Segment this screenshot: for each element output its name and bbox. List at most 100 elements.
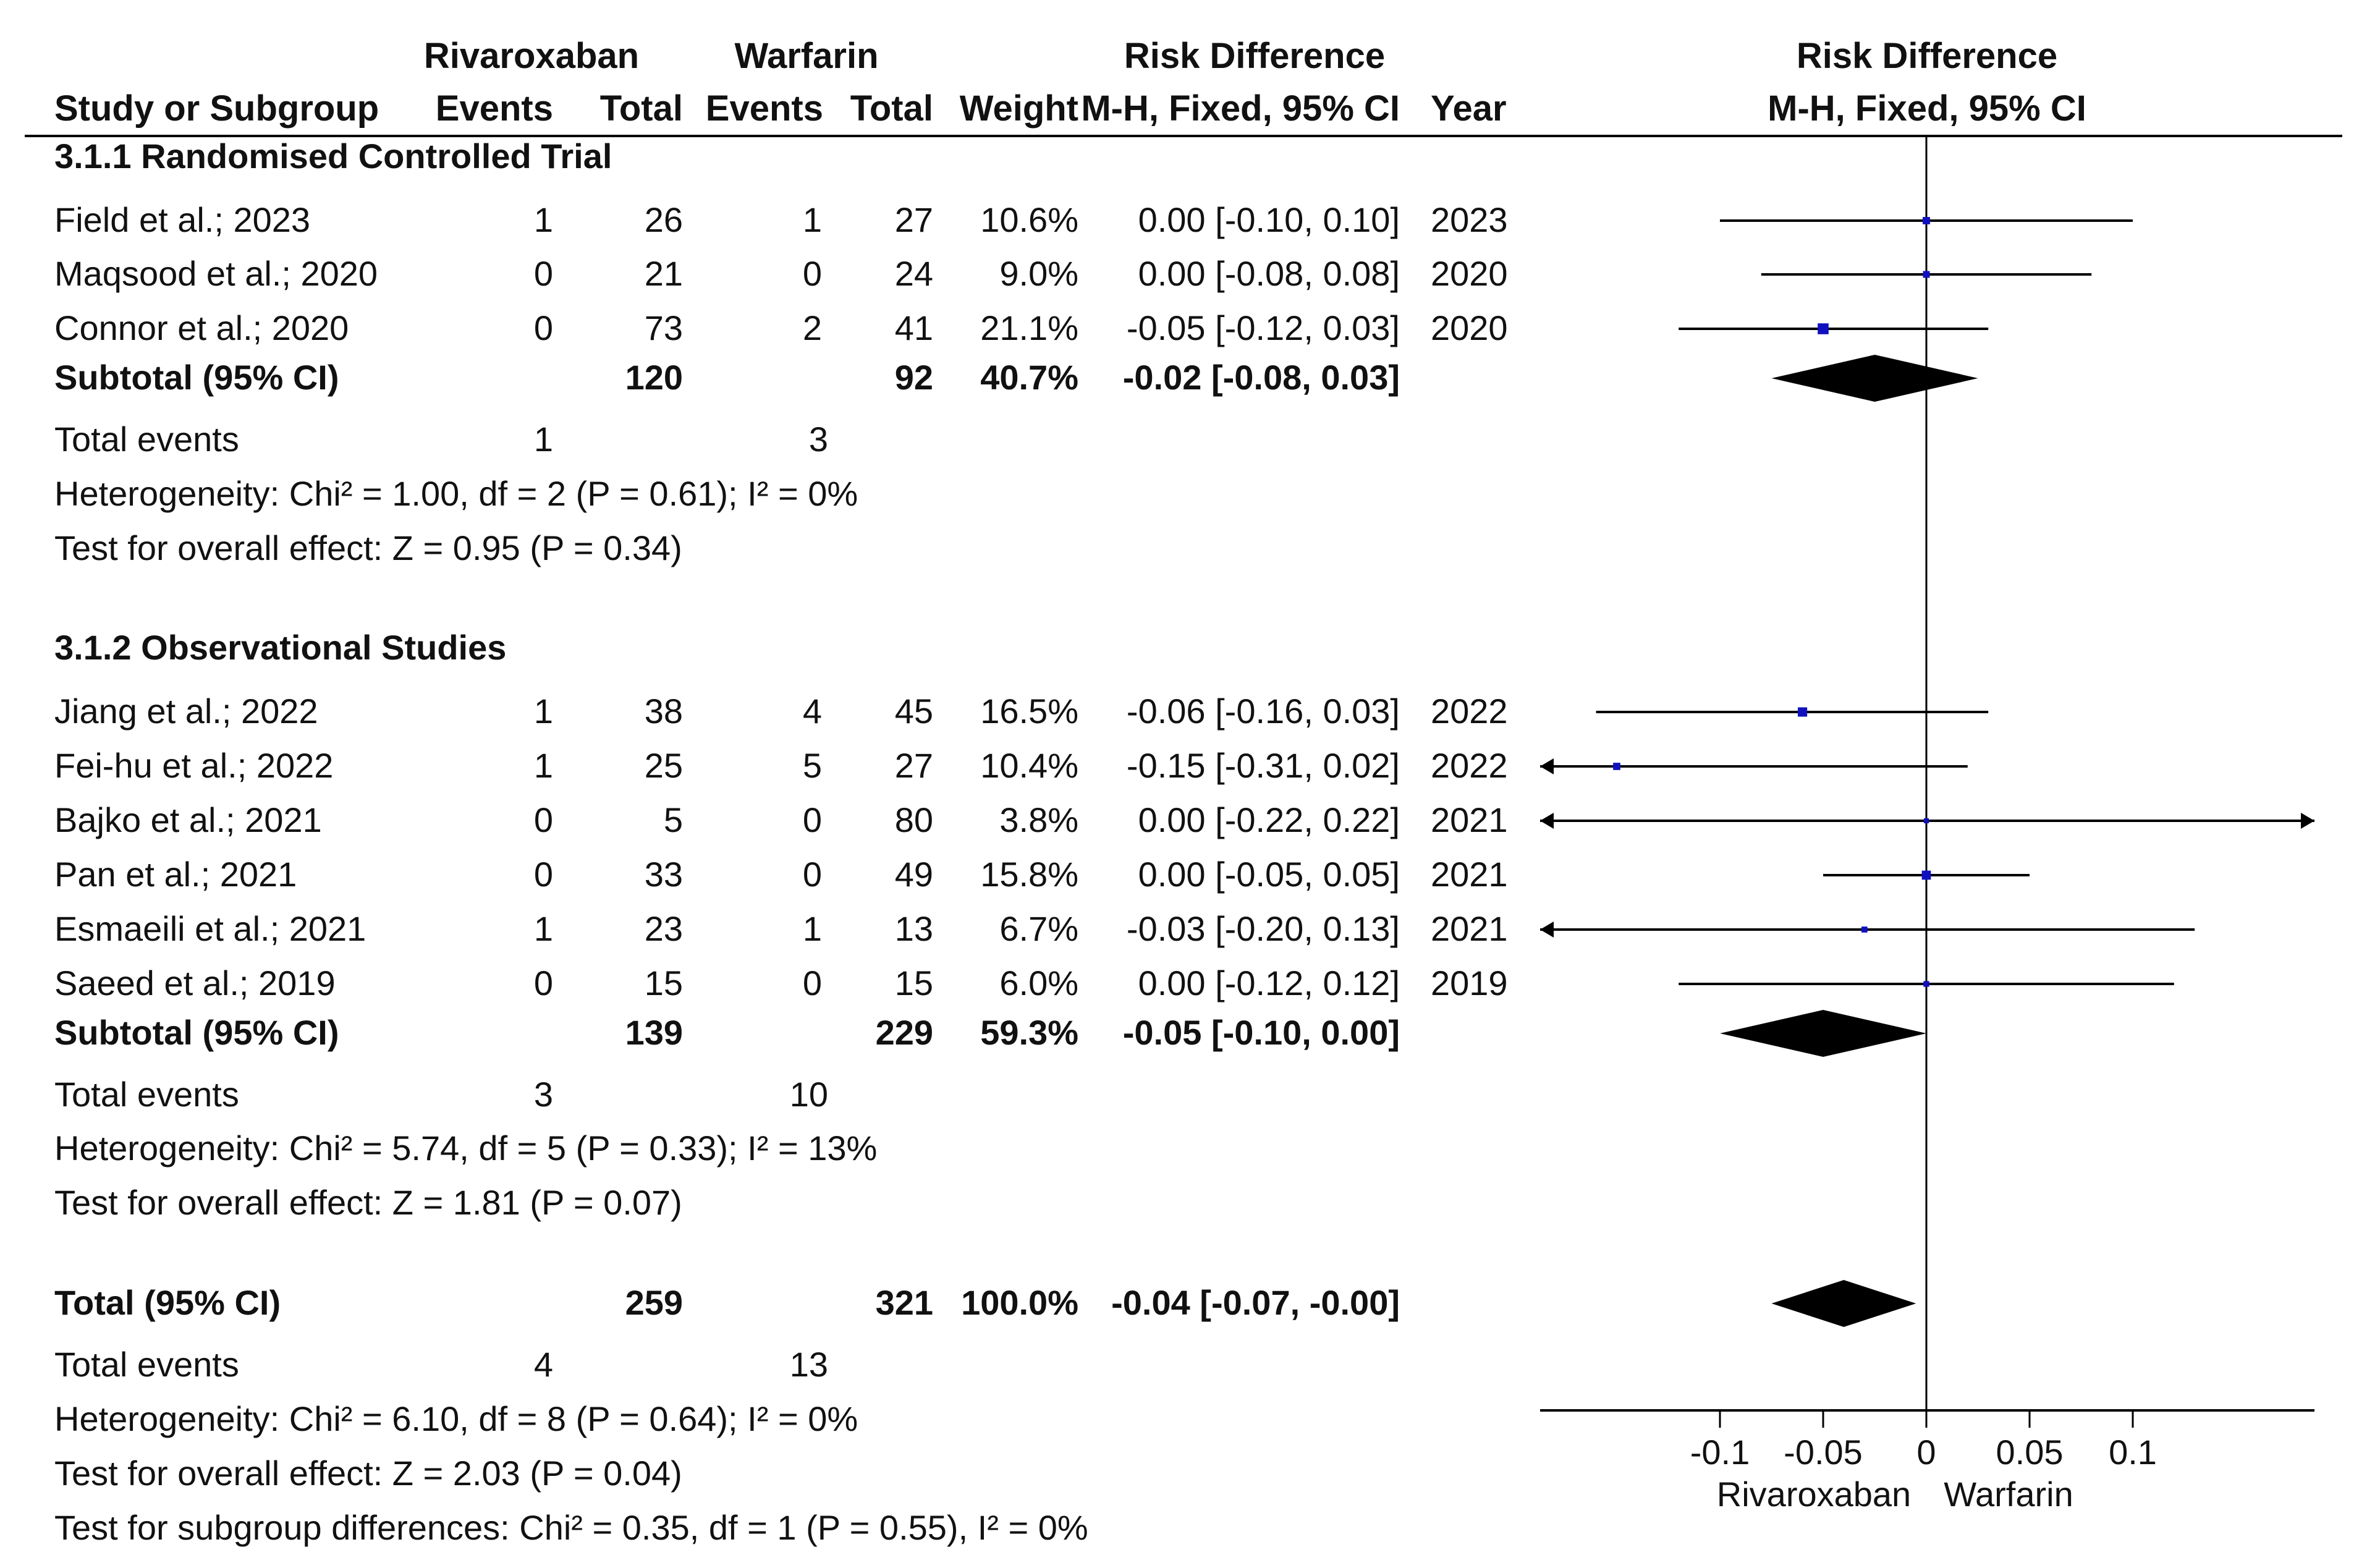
x-tick-label: 0.1 <box>2109 1433 2157 1472</box>
study-weight: 10.4% <box>980 746 1078 785</box>
overall-effect-text: Test for overall effect: Z = 0.95 (P = 0… <box>54 528 682 567</box>
total-rivaroxaban: 21 <box>645 254 683 293</box>
header-weight: Weight <box>960 88 1078 129</box>
x-tick-label: 0.05 <box>1996 1433 2064 1472</box>
ci-arrow-left <box>1540 813 1554 829</box>
heterogeneity-text: Heterogeneity: Chi² = 5.74, df = 5 (P = … <box>54 1129 877 1168</box>
heterogeneity-text: Heterogeneity: Chi² = 1.00, df = 2 (P = … <box>54 474 858 513</box>
subtotal-total-rivaroxaban: 120 <box>625 358 683 397</box>
total-events-warfarin: 3 <box>809 420 828 459</box>
x-tick-label: -0.05 <box>1784 1433 1863 1472</box>
study-ci: -0.03 [-0.20, 0.13] <box>1127 909 1400 948</box>
study-weight: 10.6% <box>980 200 1078 239</box>
total-diamond <box>1771 1280 1916 1327</box>
heterogeneity-text: Heterogeneity: Chi² = 6.10, df = 8 (P = … <box>54 1399 858 1438</box>
total-label: Total (95% CI) <box>54 1283 281 1322</box>
events-warfarin: 1 <box>803 200 822 239</box>
events-warfarin: 0 <box>803 800 822 839</box>
x-tick-label: 0 <box>1916 1433 1936 1472</box>
study-ci: -0.06 [-0.16, 0.03] <box>1127 692 1400 731</box>
total-rivaroxaban: 26 <box>645 200 683 239</box>
study-name: Connor et al.; 2020 <box>54 308 349 347</box>
effect-marker <box>1613 763 1620 770</box>
events-rivaroxaban: 1 <box>534 692 553 731</box>
x-tick-label: -0.1 <box>1690 1433 1750 1472</box>
study-name: Fei-hu et al.; 2022 <box>54 746 333 785</box>
events-rivaroxaban: 1 <box>534 200 553 239</box>
total-events-label: Total events <box>54 1075 239 1114</box>
events-rivaroxaban: 0 <box>534 800 553 839</box>
subgroup-title: 3.1.1 Randomised Controlled Trial <box>54 137 612 176</box>
events-warfarin: 4 <box>803 692 822 731</box>
total-ci: -0.04 [-0.07, -0.00] <box>1111 1283 1400 1322</box>
effect-marker <box>1921 870 1931 880</box>
total-events-rivaroxaban: 3 <box>534 1075 553 1114</box>
events-warfarin: 0 <box>803 964 822 1002</box>
effect-marker <box>1923 271 1930 278</box>
subtotal-weight: 59.3% <box>980 1013 1078 1052</box>
header-risk-difference: Risk Difference <box>1124 36 1385 76</box>
study-year: 2022 <box>1431 692 1508 731</box>
total-rivaroxaban: 73 <box>645 308 683 347</box>
study-ci: 0.00 [-0.10, 0.10] <box>1138 200 1400 239</box>
ci-arrow-right <box>2301 813 2314 829</box>
events-rivaroxaban: 0 <box>534 254 553 293</box>
subtotal-ci: -0.05 [-0.10, 0.00] <box>1123 1013 1400 1052</box>
total-events-warfarin: 10 <box>790 1075 828 1114</box>
study-weight: 15.8% <box>980 855 1078 894</box>
overall-effect-text: Test for overall effect: Z = 1.81 (P = 0… <box>54 1183 682 1222</box>
total-warfarin: 80 <box>895 800 933 839</box>
study-name: Saeed et al.; 2019 <box>54 964 336 1002</box>
study-year: 2021 <box>1431 800 1508 839</box>
study-name: Jiang et al.; 2022 <box>54 692 318 731</box>
events-rivaroxaban: 1 <box>534 746 553 785</box>
favours-rivaroxaban: Rivaroxaban <box>1717 1475 1911 1514</box>
study-weight: 6.0% <box>999 964 1078 1002</box>
total-rivaroxaban: 33 <box>645 855 683 894</box>
events-rivaroxaban: 0 <box>534 855 553 894</box>
study-year: 2021 <box>1431 855 1508 894</box>
total-events-label: Total events <box>54 1345 239 1384</box>
study-weight: 9.0% <box>999 254 1078 293</box>
study-ci: 0.00 [-0.22, 0.22] <box>1138 800 1400 839</box>
total-warfarin: 49 <box>895 855 933 894</box>
study-ci: 0.00 [-0.05, 0.05] <box>1138 855 1400 894</box>
events-warfarin: 1 <box>803 909 822 948</box>
effect-marker <box>1923 217 1930 224</box>
subtotal-diamond <box>1771 355 1978 402</box>
study-weight: 3.8% <box>999 800 1078 839</box>
total-warfarin: 24 <box>895 254 933 293</box>
total-events-label: Total events <box>54 420 239 459</box>
total-warfarin: 45 <box>895 692 933 731</box>
study-year: 2020 <box>1431 254 1508 293</box>
study-name: Esmaeili et al.; 2021 <box>54 909 366 948</box>
study-ci: 0.00 [-0.12, 0.12] <box>1138 964 1400 1002</box>
header-total-1: Total <box>600 88 683 129</box>
effect-marker <box>1923 981 1929 987</box>
total-warfarin: 321 <box>876 1283 933 1322</box>
events-warfarin: 5 <box>803 746 822 785</box>
total-rivaroxaban: 38 <box>645 692 683 731</box>
study-year: 2019 <box>1431 964 1508 1002</box>
effect-marker <box>1818 323 1829 334</box>
events-rivaroxaban: 0 <box>534 308 553 347</box>
subtotal-total-rivaroxaban: 139 <box>625 1013 683 1052</box>
overall-effect-text: Test for overall effect: Z = 2.03 (P = 0… <box>54 1454 682 1493</box>
subgroup-difference-text: Test for subgroup differences: Chi² = 0.… <box>54 1508 1088 1547</box>
subtotal-ci: -0.02 [-0.08, 0.03] <box>1123 358 1400 397</box>
study-year: 2022 <box>1431 746 1508 785</box>
header-rivaroxaban: Rivaroxaban <box>424 36 639 76</box>
total-rivaroxaban: 23 <box>645 909 683 948</box>
total-events-rivaroxaban: 4 <box>534 1345 553 1384</box>
subgroup-title: 3.1.2 Observational Studies <box>54 628 506 667</box>
plot-method: M-H, Fixed, 95% CI <box>1768 88 2086 129</box>
header-year: Year <box>1431 88 1507 129</box>
subtotal-weight: 40.7% <box>980 358 1078 397</box>
ci-arrow-left <box>1540 758 1554 774</box>
total-warfarin: 27 <box>895 746 933 785</box>
favours-warfarin: Warfarin <box>1944 1475 2073 1514</box>
events-warfarin: 0 <box>803 254 822 293</box>
study-name: Bajko et al.; 2021 <box>54 800 322 839</box>
events-warfarin: 2 <box>803 308 822 347</box>
total-weight: 100.0% <box>961 1283 1078 1322</box>
